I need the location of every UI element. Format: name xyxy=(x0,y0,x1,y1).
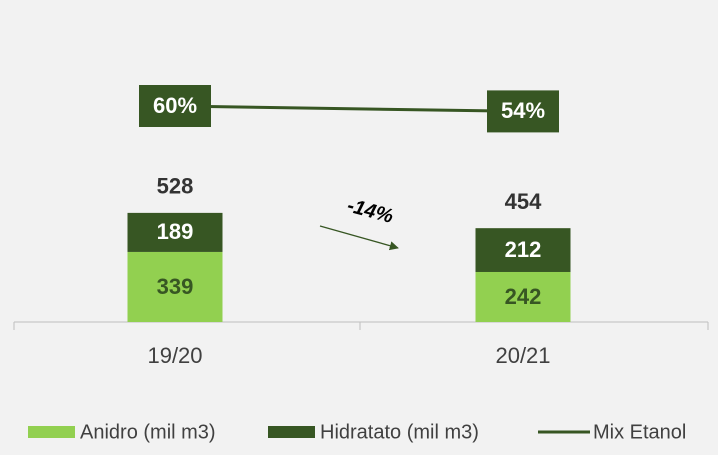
total-label: 454 xyxy=(505,189,542,214)
bar-segment xyxy=(127,212,223,252)
data-label: 339 xyxy=(157,274,194,299)
line-data-label: 60% xyxy=(153,93,197,118)
legend-label: Mix Etanol xyxy=(593,421,686,443)
x-tick-label: 20/21 xyxy=(495,343,550,368)
data-label: 212 xyxy=(505,237,542,262)
bar-segment xyxy=(475,228,571,272)
bar-segment xyxy=(475,271,571,322)
line-label-box xyxy=(139,85,211,127)
line xyxy=(174,104,524,113)
data-label: 242 xyxy=(505,284,542,309)
total-label: 528 xyxy=(157,174,194,199)
legend-label: Hidratato (mil m3) xyxy=(320,421,479,443)
trend-arrow xyxy=(319,225,399,251)
line-label-box xyxy=(487,90,559,133)
legend-swatch xyxy=(28,426,75,438)
x-tick-label: 19/20 xyxy=(147,343,202,368)
bar-segment xyxy=(127,251,223,322)
legend-swatch xyxy=(268,426,315,438)
line-data-label: 54% xyxy=(501,98,545,123)
legend-label: Anidro (mil m3) xyxy=(80,421,216,443)
data-label: 189 xyxy=(157,219,194,244)
